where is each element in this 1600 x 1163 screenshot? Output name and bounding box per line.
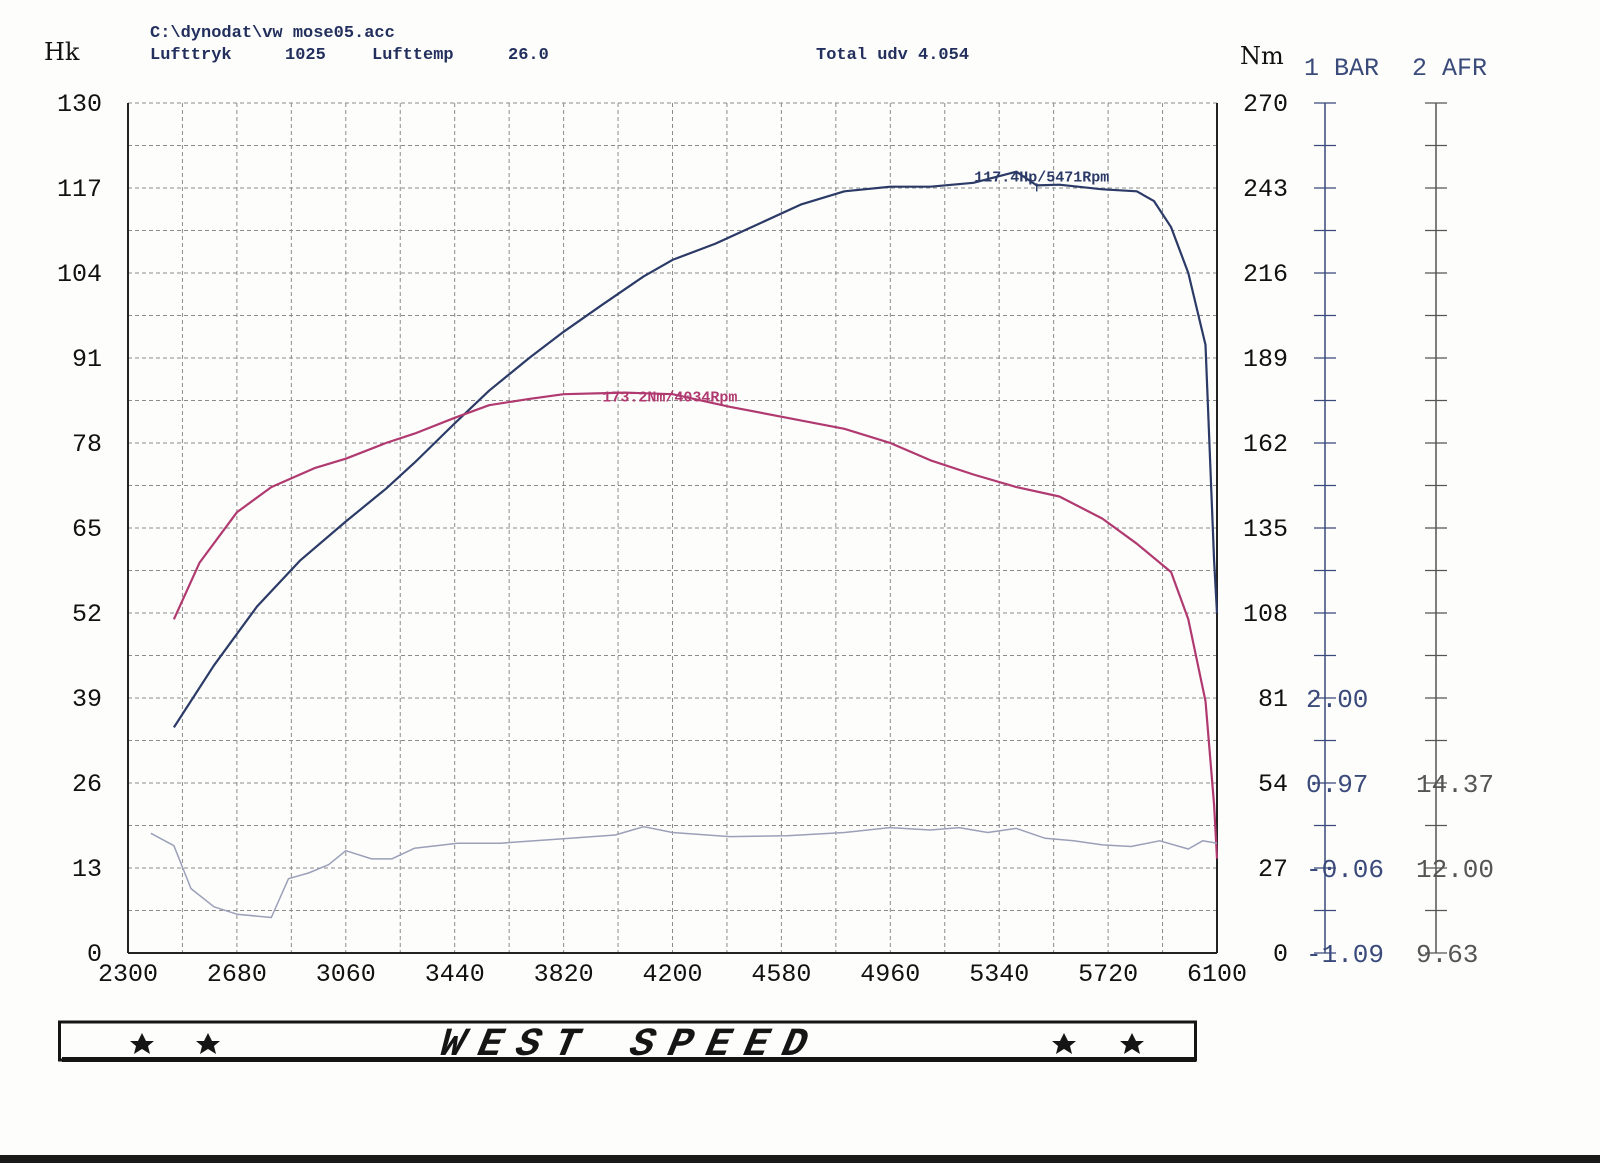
bar-tick-label: -0.06 — [1306, 855, 1384, 885]
left-tick-label: 26 — [72, 770, 102, 799]
bar-axis-title: 1 BAR — [1304, 54, 1380, 83]
left-tick-label: 91 — [72, 345, 102, 374]
right-tick-label: 162 — [1243, 430, 1288, 459]
star-icon — [1052, 1033, 1076, 1054]
left-tick-label: 13 — [72, 855, 102, 884]
x-tick-label: 2680 — [207, 960, 267, 989]
afr-axis-title: 2 AFR — [1412, 54, 1488, 83]
boost-series — [150, 825, 1218, 919]
left-tick-label: 117 — [57, 175, 102, 204]
total-ratio: Total udv 4.054 — [816, 46, 970, 65]
westspeed-logo: WEST SPEED — [58, 1020, 1197, 1065]
afr-tick-label: 14.37 — [1416, 770, 1494, 800]
right-tick-label: 243 — [1243, 175, 1288, 204]
annotations: 117.4Hp/5471Rpm 173.2Nm/4034Rpm — [602, 169, 1109, 406]
power-series — [172, 170, 1219, 728]
x-tick-label: 3440 — [425, 960, 485, 989]
air-temp-value: 26.0 — [508, 46, 549, 65]
series-lines — [150, 170, 1219, 919]
right-tick-label: 0 — [1273, 940, 1288, 969]
right-tick-label: 108 — [1243, 600, 1288, 629]
x-tick-label: 5340 — [969, 960, 1029, 989]
left-tick-label: 0 — [87, 940, 102, 969]
logo-wordmark: WEST SPEED — [436, 1022, 826, 1065]
right-tick-label: 189 — [1243, 345, 1288, 374]
left-tick-label: 104 — [57, 260, 102, 289]
right-axis-unit: Nm — [1240, 42, 1284, 70]
left-tick-label: 78 — [72, 430, 102, 459]
bar-tick-label: -1.09 — [1306, 940, 1384, 970]
star-icon — [130, 1033, 154, 1054]
x-tick-label: 5720 — [1078, 960, 1138, 989]
air-pressure-label: Lufttryk — [150, 46, 232, 65]
x-tick-label: 3060 — [316, 960, 376, 989]
right-tick-label: 216 — [1243, 260, 1288, 289]
bar-tick-label: 0.97 — [1306, 770, 1368, 800]
torque-peak-label: 173.2Nm/4034Rpm — [602, 390, 737, 407]
afr-tick-label: 9.63 — [1416, 940, 1478, 970]
power-peak-label: 117.4Hp/5471Rpm — [974, 169, 1109, 186]
aux-axes: 2.00 0.97 -0.06 -1.09 14.37 12.00 9.63 — [1306, 102, 1494, 970]
left-tick-label: 39 — [72, 685, 102, 714]
x-tick-label: 3820 — [534, 960, 594, 989]
right-tick-label: 270 — [1243, 90, 1288, 119]
x-tick-label: 6100 — [1187, 960, 1247, 989]
right-tick-label: 27 — [1258, 855, 1288, 884]
x-tick-label: 4960 — [860, 960, 920, 989]
scan-edge — [0, 1155, 1600, 1163]
x-tick-label: 4580 — [751, 960, 811, 989]
bar-tick-label: 2.00 — [1306, 685, 1368, 715]
air-temp-label: Lufttemp — [372, 46, 454, 65]
star-icon — [196, 1033, 220, 1054]
x-tick-label: 4200 — [642, 960, 702, 989]
left-tick-label: 52 — [72, 600, 102, 629]
left-tick-label: 65 — [72, 515, 102, 544]
right-tick-label: 135 — [1243, 515, 1288, 544]
torque-series — [172, 391, 1219, 859]
air-pressure-value: 1025 — [285, 46, 326, 65]
right-tick-label: 54 — [1258, 770, 1288, 799]
left-tick-label: 130 — [57, 90, 102, 119]
right-tick-label: 81 — [1258, 685, 1288, 714]
tick-labels: 2300 2680 3060 3440 3820 4200 4580 4960 5340 5720… — [57, 90, 1288, 989]
plot-frame — [127, 103, 1218, 954]
afr-tick-label: 12.00 — [1416, 855, 1494, 885]
x-tick-label: 2300 — [98, 960, 158, 989]
grid — [128, 102, 1217, 953]
file-path: C:\dynodat\vw mose05.acc — [150, 24, 395, 43]
left-axis-unit: Hk — [44, 38, 80, 66]
star-icon — [1120, 1033, 1144, 1054]
